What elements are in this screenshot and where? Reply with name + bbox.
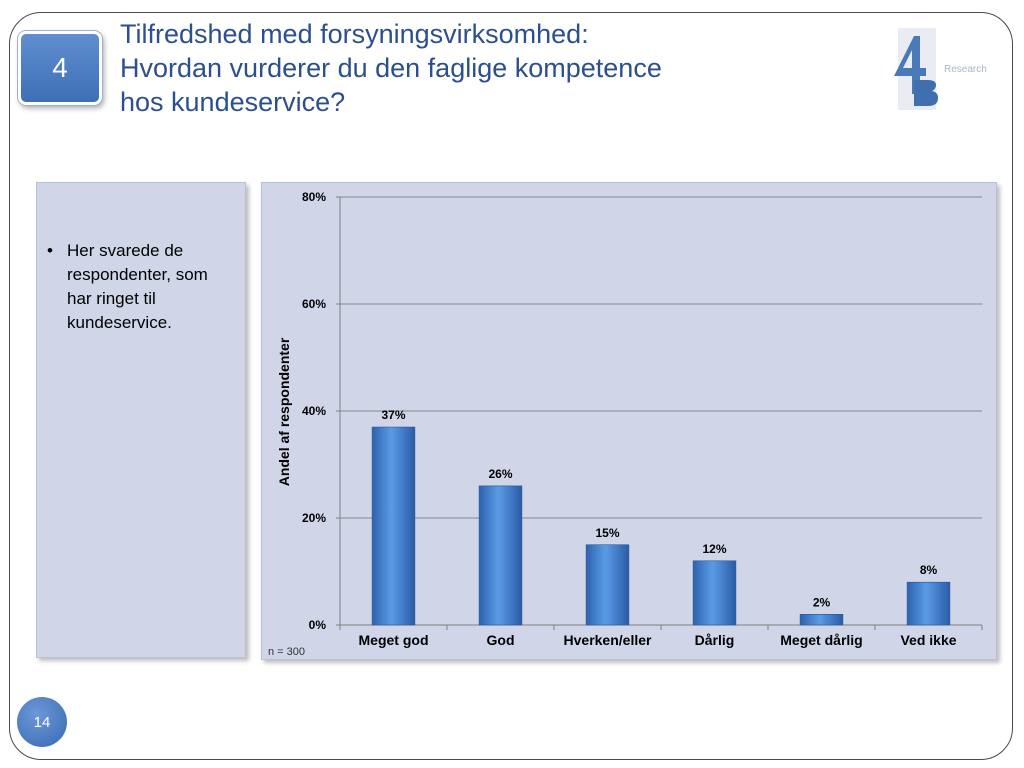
section-number: 4 <box>52 52 68 83</box>
x-category-label: Meget dårlig <box>780 632 862 648</box>
y-axis-label: Andel af respondenter <box>276 337 292 486</box>
y-tick-label: 40% <box>302 404 326 418</box>
section-number-badge: 4 <box>18 31 102 105</box>
bar-chart: 0% 20% 40% 60% 80% 37% Meget god 26% God 15% Hverk… <box>268 190 983 658</box>
note-bullet-item: • Her svarede de respondenter, som har r… <box>47 239 237 335</box>
logo-text: Research <box>944 64 987 75</box>
bar-5 <box>799 613 844 626</box>
title-line-2: Hvordan vurderer du den faglige kompeten… <box>120 53 662 83</box>
x-category-label: Dårlig <box>695 632 735 648</box>
logo-icon <box>894 28 938 110</box>
bar-value-label: 2% <box>813 595 831 609</box>
y-tick-label: 60% <box>302 297 326 311</box>
x-category-label: Hverken/eller <box>564 632 652 648</box>
bar-value-label: 26% <box>488 467 512 481</box>
page-number: 14 <box>33 713 51 731</box>
company-logo: Research <box>884 28 1004 112</box>
bar-value-label: 37% <box>381 408 405 422</box>
chart-panel: 0% 20% 40% 60% 80% 37% Meget god 26% God 15% Hverk… <box>261 182 997 660</box>
bullet-marker: • <box>47 241 53 260</box>
bar-value-label: 8% <box>920 563 938 577</box>
title-line-1: Tilfredshed med forsyningsvirksomhed: <box>120 19 589 49</box>
y-tick-label: 80% <box>302 190 326 204</box>
bar-6 <box>906 581 951 626</box>
sample-size-note: n = 300 <box>268 646 305 658</box>
bar-3 <box>585 544 630 626</box>
bar-value-label: 15% <box>595 526 619 540</box>
bar-4 <box>692 560 737 626</box>
bar-2 <box>478 485 523 626</box>
y-tick-label: 0% <box>309 618 327 632</box>
y-tick-label: 20% <box>302 511 326 525</box>
x-category-label: Ved ikke <box>900 632 956 648</box>
page-number-badge: 14 <box>17 697 67 747</box>
bar-value-label: 12% <box>702 542 726 556</box>
title-line-3: hos kundeservice? <box>120 87 346 117</box>
note-panel: • Her svarede de respondenter, som har r… <box>36 182 246 658</box>
slide-title: Tilfredshed med forsyningsvirksomhed: Hv… <box>120 17 860 119</box>
x-category-label: God <box>487 632 515 648</box>
x-category-label: Meget god <box>359 632 429 648</box>
bar-1 <box>371 426 416 626</box>
slide-frame <box>9 12 1013 760</box>
note-text: Her svarede de respondenter, som har rin… <box>67 241 208 332</box>
